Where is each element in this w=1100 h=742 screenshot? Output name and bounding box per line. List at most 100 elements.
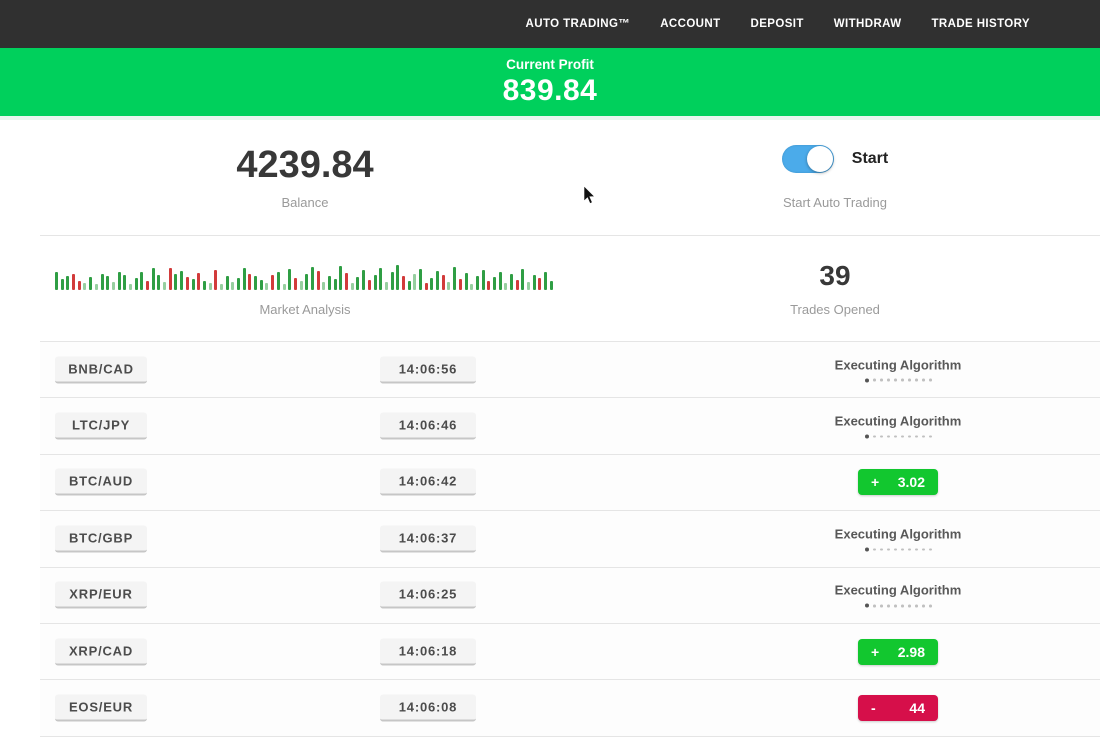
pair-badge[interactable]: EOS/EUR: [55, 694, 147, 722]
time-badge[interactable]: 14:06:56: [380, 356, 476, 384]
profit-badge: +2.98: [858, 638, 938, 665]
chart-bar: [362, 270, 366, 290]
trade-row: BNB/CAD 14:06:56 Executing Algorithm: [40, 342, 1100, 399]
chart-bar: [436, 271, 440, 290]
pair-badge[interactable]: BTC/AUD: [55, 468, 147, 496]
chart-bar: [214, 270, 218, 290]
chart-bar: [55, 272, 58, 290]
pair-badge[interactable]: BTC/GBP: [55, 525, 147, 553]
executing-status-text: Executing Algorithm: [834, 526, 962, 542]
time-badge[interactable]: 14:06:46: [380, 412, 476, 440]
chart-bar: [219, 284, 223, 290]
chart-bar: [430, 278, 434, 290]
chart-bar: [481, 270, 485, 290]
current-profit-value: 839.84: [502, 73, 598, 107]
pair-badge[interactable]: XRP/EUR: [55, 581, 147, 609]
chart-bar: [458, 279, 462, 290]
trades-opened-panel: 39 Trades Opened: [570, 236, 1100, 341]
nav-item-account[interactable]: ACCOUNT: [660, 18, 721, 30]
chart-bar: [83, 283, 87, 290]
auto-trading-toggle[interactable]: [781, 145, 834, 173]
toggle-knob[interactable]: [806, 146, 833, 172]
trade-row: BTC/AUD 14:06:42 +3.02: [40, 454, 1100, 512]
top-navbar: AUTO TRADING™ ACCOUNT DEPOSIT WITHDRAW TRADE…: [0, 0, 1100, 48]
progress-dots: [864, 378, 932, 383]
executing-status-text: Executing Algorithm: [834, 582, 962, 598]
chart-bar: [106, 276, 110, 290]
nav-item-deposit[interactable]: DEPOSIT: [750, 18, 804, 30]
progress-dot: [901, 548, 904, 551]
chart-bar: [407, 281, 411, 290]
chart-bar: [441, 275, 445, 290]
result-sign: +: [871, 643, 880, 660]
executing-status-text: Executing Algorithm: [834, 357, 962, 373]
pair-badge[interactable]: BNB/CAD: [55, 356, 147, 384]
chart-bar: [367, 280, 371, 290]
pair-badge[interactable]: LTC/JPY: [55, 412, 147, 440]
chart-bar: [487, 281, 491, 290]
chart-bar: [310, 267, 314, 290]
chart-bar: [339, 266, 343, 290]
trade-row: EOS/EUR 14:06:08 - 44: [40, 680, 1100, 737]
chart-bar: [356, 277, 360, 290]
chart-bar: [128, 284, 132, 290]
chart-bar: [237, 278, 240, 290]
progress-dot: [873, 435, 876, 438]
nav-item-withdraw[interactable]: WITHDRAW: [833, 18, 902, 30]
nav-item-auto-trading[interactable]: AUTO TRADING™: [525, 18, 631, 30]
chart-bar: [510, 274, 513, 290]
executing-status-text: Executing Algorithm: [834, 413, 962, 429]
time-badge[interactable]: 14:06:08: [380, 694, 476, 722]
chart-bar: [111, 282, 115, 290]
chart-bar: [345, 273, 349, 290]
chart-bar: [191, 279, 195, 290]
chart-bar: [384, 282, 388, 290]
chart-bar: [140, 272, 144, 290]
nav-item-trade-history[interactable]: TRADE HISTORY: [931, 18, 1030, 30]
trade-row: BTC/GBP 14:06:37 Executing Algorithm: [40, 511, 1100, 568]
chart-bar: [89, 277, 93, 290]
progress-dot: [922, 378, 925, 382]
chart-bar: [100, 274, 104, 290]
progress-dot: [908, 435, 911, 438]
progress-dot: [873, 604, 876, 607]
chart-bar: [322, 282, 326, 290]
chart-bar: [282, 284, 286, 290]
time-badge[interactable]: 14:06:37: [380, 525, 476, 553]
chart-bar: [146, 281, 149, 290]
time-badge[interactable]: 14:06:18: [380, 638, 476, 666]
result-zone: Executing Algorithm: [698, 526, 1098, 552]
result-zone: +2.98: [698, 638, 1098, 665]
progress-dot: [880, 604, 883, 607]
progress-dot: [929, 378, 932, 382]
chart-bar: [299, 281, 303, 290]
chart-bar: [538, 278, 542, 290]
chart-bar: [453, 267, 457, 290]
time-badge[interactable]: 14:06:42: [380, 468, 476, 496]
progress-dot: [929, 435, 932, 438]
chart-bar: [379, 268, 383, 290]
chart-bar: [521, 269, 525, 290]
chart-bar: [532, 275, 536, 290]
chart-bar: [225, 276, 229, 290]
chart-bar: [447, 282, 451, 290]
pair-badge[interactable]: XRP/CAD: [55, 638, 147, 666]
market-analysis-panel: Market Analysis: [40, 236, 570, 341]
progress-dot: [915, 435, 918, 438]
chart-bar: [470, 284, 474, 290]
progress-dot: [901, 378, 904, 382]
chart-bar: [117, 272, 121, 290]
trade-row: XRP/CAD 14:06:18 +2.98: [40, 623, 1100, 681]
chart-bar: [185, 277, 189, 290]
chart-bar: [316, 271, 320, 290]
chart-bar: [527, 282, 531, 290]
progress-dot: [908, 378, 911, 382]
progress-dot: [908, 548, 911, 551]
time-badge[interactable]: 14:06:25: [380, 581, 476, 609]
chart-bar: [60, 279, 64, 290]
chart-bar: [208, 283, 212, 290]
progress-dot: [880, 435, 883, 438]
chart-bar: [492, 277, 496, 290]
chart-bar: [174, 274, 178, 290]
trades-opened-label: Trades Opened: [790, 302, 880, 317]
